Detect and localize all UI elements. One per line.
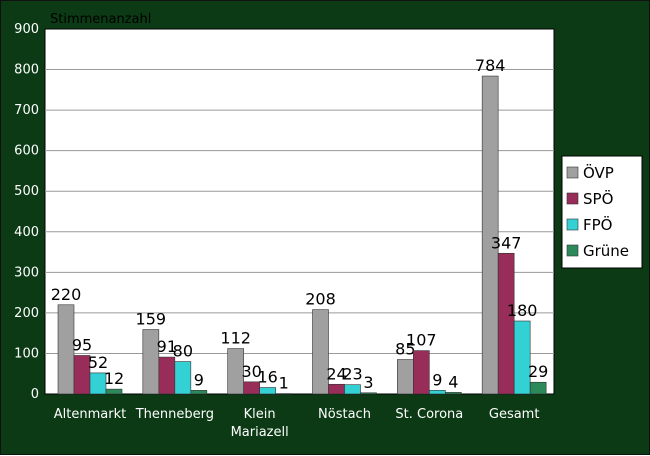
data-label: 347 xyxy=(491,233,522,252)
data-label: 112 xyxy=(220,329,251,348)
x-category-label: Gesamt xyxy=(489,407,540,422)
legend-label: FPÖ xyxy=(583,215,612,234)
data-label: 107 xyxy=(406,331,437,350)
y-tick-label: 800 xyxy=(14,63,39,78)
y-tick-label: 600 xyxy=(14,144,39,159)
bar-fpö xyxy=(429,390,445,394)
y-tick-label: 500 xyxy=(14,184,39,199)
bar-grüne xyxy=(191,390,207,394)
data-label: 180 xyxy=(507,301,538,320)
data-label: 784 xyxy=(475,56,506,75)
data-label: 16 xyxy=(257,368,277,387)
y-tick-label: 900 xyxy=(14,22,39,37)
bar-övp xyxy=(397,360,413,394)
y-tick-label: 700 xyxy=(14,103,39,118)
x-category-label: Mariazell xyxy=(231,425,289,440)
data-label: 80 xyxy=(173,342,193,361)
data-label: 29 xyxy=(528,362,548,381)
data-label: 9 xyxy=(432,370,442,389)
legend-label: SPÖ xyxy=(583,189,613,208)
y-tick-label: 0 xyxy=(31,387,39,402)
data-label: 95 xyxy=(72,335,92,354)
bar-grüne xyxy=(445,392,461,394)
data-label: 220 xyxy=(51,285,82,304)
x-category-label: Nöstach xyxy=(318,407,371,422)
legend-swatch xyxy=(567,193,578,204)
x-category-label: Klein xyxy=(244,407,276,422)
legend-swatch xyxy=(567,219,578,230)
y-tick-label: 100 xyxy=(14,346,39,361)
data-label: 4 xyxy=(448,372,458,391)
bar-fpö xyxy=(175,362,191,394)
data-label: 208 xyxy=(305,290,336,309)
plot-background xyxy=(45,29,554,394)
legend-label: Grüne xyxy=(583,242,629,260)
chart-title: Stimmenanzahl xyxy=(50,12,151,27)
bar-spö xyxy=(498,253,514,394)
x-category-label: Altenmarkt xyxy=(54,407,126,422)
data-label: 12 xyxy=(104,369,124,388)
data-label: 159 xyxy=(136,310,167,329)
y-tick-label: 400 xyxy=(14,225,39,240)
data-label: 3 xyxy=(363,373,373,392)
legend-label: ÖVP xyxy=(583,163,614,182)
bar-fpö xyxy=(345,385,361,394)
bar-grüne xyxy=(106,389,122,394)
x-category-label: St. Corona xyxy=(395,407,463,422)
bar-spö xyxy=(413,351,429,394)
legend-swatch xyxy=(567,167,578,178)
y-tick-label: 300 xyxy=(14,265,39,280)
y-axis: 0 100 200 300 400 500 600 700 800 900 xyxy=(14,22,39,402)
bar-spö xyxy=(159,357,175,394)
data-label: 1 xyxy=(279,374,289,393)
legend-swatch xyxy=(567,245,578,256)
data-label: 9 xyxy=(194,370,204,389)
bar-fpö xyxy=(514,321,530,394)
x-axis: Altenmarkt Thenneberg Klein Mariazell Nöstac… xyxy=(54,407,540,440)
bar-fpö xyxy=(260,388,276,394)
x-category-label: Thenneberg xyxy=(135,407,214,422)
legend: ÖVP SPÖ FPÖ Grüne xyxy=(562,156,642,268)
data-label: 23 xyxy=(342,365,362,384)
bar-spö xyxy=(329,384,345,394)
bar-grüne xyxy=(361,393,377,394)
bar-grüne xyxy=(530,382,546,394)
y-tick-label: 200 xyxy=(14,306,39,321)
